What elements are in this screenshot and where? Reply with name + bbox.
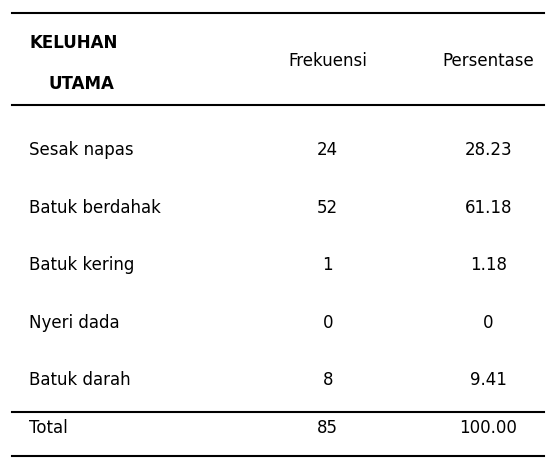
Text: 61.18: 61.18 (464, 199, 512, 217)
Text: Batuk kering: Batuk kering (29, 256, 135, 274)
Text: 8: 8 (322, 371, 333, 389)
Text: 85: 85 (317, 419, 338, 437)
Text: 0: 0 (322, 314, 333, 332)
Text: KELUHAN: KELUHAN (29, 34, 117, 52)
Text: Sesak napas: Sesak napas (29, 141, 133, 159)
Text: Total: Total (29, 419, 68, 437)
Text: 24: 24 (317, 141, 339, 159)
Text: 1: 1 (322, 256, 333, 274)
Text: 100.00: 100.00 (459, 419, 517, 437)
Text: Batuk darah: Batuk darah (29, 371, 131, 389)
Text: Frekuensi: Frekuensi (289, 52, 367, 70)
Text: 0: 0 (483, 314, 494, 332)
Text: 9.41: 9.41 (470, 371, 507, 389)
Text: Batuk berdahak: Batuk berdahak (29, 199, 161, 217)
Text: 28.23: 28.23 (464, 141, 512, 159)
Text: Nyeri dada: Nyeri dada (29, 314, 120, 332)
Text: Persentase: Persentase (443, 52, 534, 70)
Text: 52: 52 (317, 199, 339, 217)
Text: 1.18: 1.18 (470, 256, 507, 274)
Text: UTAMA: UTAMA (48, 75, 115, 93)
